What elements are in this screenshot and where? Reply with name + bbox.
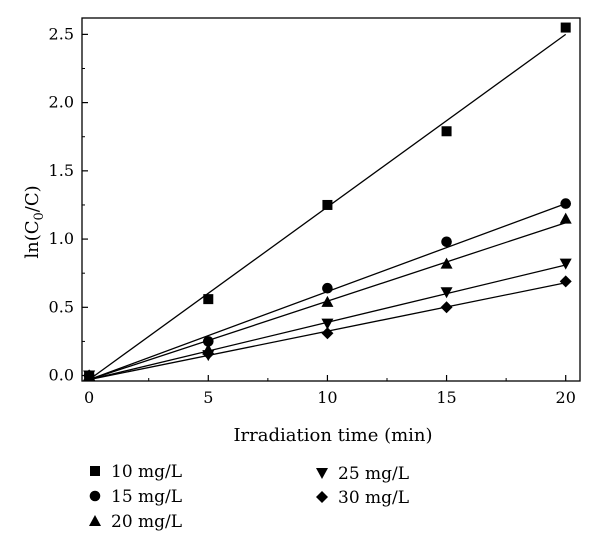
data-point-20-mg-l: [559, 212, 572, 224]
y-tick-label: 1.0: [49, 229, 74, 248]
plot-frame: [81, 17, 581, 382]
legend-marker-30-mg-l: [316, 491, 328, 503]
x-axis-label: Irradiation time (min): [233, 425, 432, 446]
data-point-20-mg-l: [440, 257, 453, 269]
legend-marker-10-mg-l: [90, 466, 100, 476]
data-point-10-mg-l: [441, 126, 452, 137]
y-tick-label: 1.5: [49, 161, 74, 180]
y-tick-label: 0.5: [49, 297, 74, 316]
y-tick-label: 2.5: [49, 24, 74, 43]
legend-marker-25-mg-l: [316, 468, 328, 479]
tick-labels: 0 5 10 15 20 0.0 0.5 1.0 1.5 2.0 2.5: [49, 24, 576, 407]
data-point-15-mg-l: [560, 198, 572, 209]
legend-label-10-mg-l: 10 mg/L: [111, 462, 182, 482]
plot-area-border: [81, 17, 581, 382]
x-tick-label: 5: [203, 388, 213, 407]
x-tick-label: 15: [436, 388, 456, 407]
legend-marker-20-mg-l: [89, 515, 101, 526]
data-point-10-mg-l: [203, 294, 214, 305]
y-axis-label: ln(C0/C): [22, 185, 47, 258]
data-point-15-mg-l: [202, 336, 214, 347]
data-point-25-mg-l: [440, 287, 453, 299]
x-tick-label: 10: [317, 388, 337, 407]
axis-ticks: [82, 33, 567, 381]
legend-label-25-mg-l: 25 mg/L: [338, 464, 409, 484]
data-point-15-mg-l: [322, 282, 333, 294]
data-point-20-mg-l: [321, 295, 334, 307]
data-point-10-mg-l: [560, 22, 571, 33]
data-point-30-mg-l: [440, 301, 453, 314]
legend: 10 mg/L 15 mg/L 20 mg/L 25 mg/L 30 mg/L: [89, 462, 409, 532]
data-point-10-mg-l: [322, 199, 333, 210]
legend-label-15-mg-l: 15 mg/L: [111, 487, 182, 507]
data-point-25-mg-l: [321, 318, 334, 330]
data-point-30-mg-l: [321, 327, 334, 340]
data-point-25-mg-l: [559, 258, 572, 270]
data-markers: [83, 22, 572, 382]
y-tick-label: 2.0: [49, 93, 74, 112]
x-tick-label: 20: [556, 388, 576, 407]
legend-marker-15-mg-l: [89, 490, 101, 502]
legend-label-20-mg-l: 20 mg/L: [111, 512, 182, 532]
x-tick-label: 0: [84, 388, 94, 407]
legend-label-30-mg-l: 30 mg/L: [338, 488, 409, 508]
data-point-30-mg-l: [202, 347, 215, 360]
y-tick-label: 0.0: [49, 366, 74, 385]
data-point-15-mg-l: [441, 236, 452, 248]
data-point-30-mg-l: [559, 275, 572, 288]
